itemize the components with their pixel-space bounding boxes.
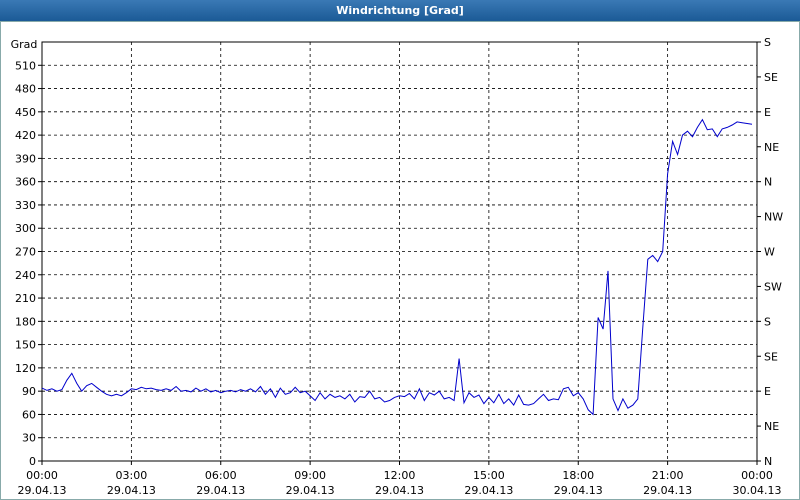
y-tick-label: 420 [15, 129, 36, 142]
y2-tick-label: E [764, 385, 771, 398]
x-tick-label: 21:00 [652, 469, 684, 482]
y-tick-label: 210 [15, 292, 36, 305]
x-tick-label: 12:00 [384, 469, 416, 482]
x-tick-label: 18:00 [562, 469, 594, 482]
chart-title: Windrichtung [Grad] [336, 4, 464, 17]
x-tick-date: 29.04.13 [107, 484, 156, 497]
y2-tick-label: E [764, 106, 771, 119]
y-tick-label: 120 [15, 362, 36, 375]
title-bar [0, 0, 800, 21]
y2-tick-label: S [764, 36, 771, 49]
y-tick-label: 30 [22, 432, 36, 445]
y2-tick-label: S [764, 315, 771, 328]
y-tick-label: 510 [15, 59, 36, 72]
x-tick-label: 06:00 [205, 469, 237, 482]
x-tick-date: 29.04.13 [554, 484, 603, 497]
y2-tick-label: N [764, 176, 772, 189]
data-line [41, 118, 753, 416]
y2-tick-label: SE [764, 71, 778, 84]
x-tick-label: 09:00 [294, 469, 326, 482]
y2-tick-label: W [764, 246, 775, 259]
y-tick-label: 330 [15, 199, 36, 212]
y-axis-label: Grad [11, 38, 38, 51]
y-tick-label: 390 [15, 152, 36, 165]
y2-tick-label: NW [764, 211, 783, 224]
y-tick-label: 0 [29, 455, 36, 468]
x-tick-date: 30.04.13 [733, 484, 782, 497]
y-tick-label: 360 [15, 176, 36, 189]
y2-tick-label: SW [764, 280, 782, 293]
y-tick-label: 480 [15, 83, 36, 96]
x-tick-date: 29.04.13 [464, 484, 513, 497]
y-tick-label: 90 [22, 385, 36, 398]
y2-tick-label: N [764, 455, 772, 468]
x-tick-label: 15:00 [473, 469, 505, 482]
x-tick-date: 29.04.13 [643, 484, 692, 497]
x-tick-date: 29.04.13 [18, 484, 67, 497]
y-tick-label: 270 [15, 246, 36, 259]
x-tick-label: 00:00 [741, 469, 773, 482]
y-tick-label: 450 [15, 106, 36, 119]
y-tick-label: 240 [15, 269, 36, 282]
y2-tick-label: NE [764, 420, 779, 433]
x-tick-date: 29.04.13 [196, 484, 245, 497]
x-tick-label: 00:00 [26, 469, 58, 482]
y2-tick-label: NE [764, 141, 779, 154]
x-tick-date: 29.04.13 [286, 484, 335, 497]
y-tick-label: 180 [15, 315, 36, 328]
x-tick-label: 03:00 [116, 469, 148, 482]
y2-tick-label: SE [764, 350, 778, 363]
x-tick-date: 29.04.13 [375, 484, 424, 497]
y-tick-label: 60 [22, 408, 36, 421]
y-tick-label: 300 [15, 222, 36, 235]
y-tick-label: 150 [15, 339, 36, 352]
